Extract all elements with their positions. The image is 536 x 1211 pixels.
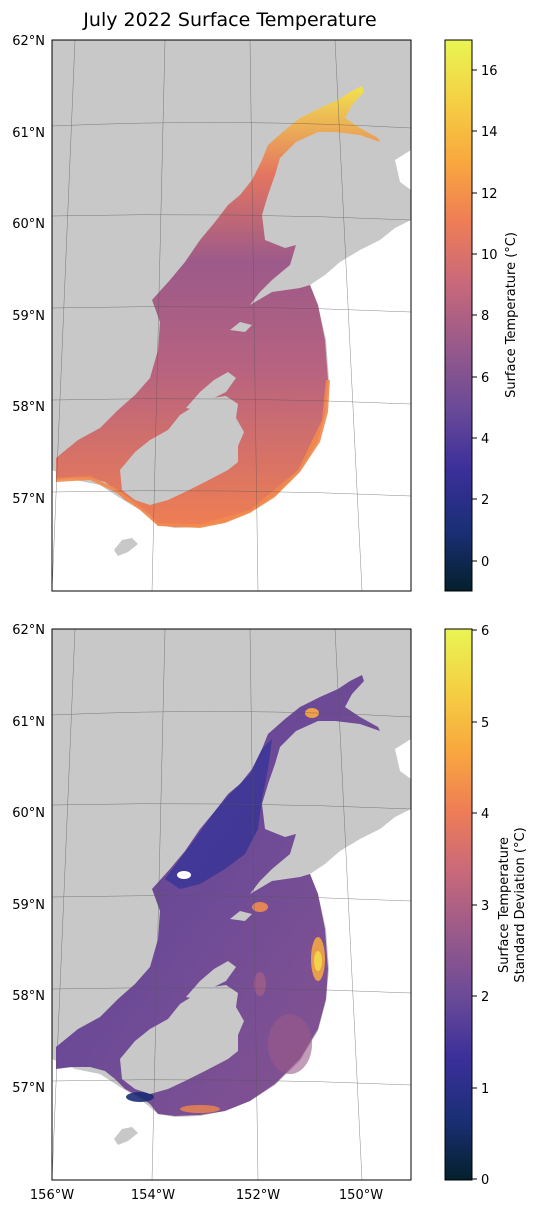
colorbar-tick: 8 [481,309,489,324]
temperature-colorbar: 16 14 12 10 8 6 4 2 0 Surface Temperatur… [444,39,519,592]
colorbar-tick: 5 [481,716,489,731]
colorbar-tick: 2 [481,990,489,1005]
lon-label: 150°W [339,1188,383,1203]
colorbar-tick: 0 [481,555,489,570]
high-stddev-spot [252,902,268,912]
colorbar-label: Surface Temperature (°C) [504,232,519,398]
colorbar-tick: 1 [481,1082,489,1097]
colorbar-tick: 0 [481,1173,489,1188]
ocean-area [52,220,411,591]
lat-label: 58°N [12,989,45,1004]
lat-label: 60°N [12,217,45,232]
colorbar-tick: 3 [481,899,489,914]
high-stddev-spot [314,951,322,971]
colorbar-gradient [444,628,473,1181]
colorbar-tick: 14 [481,125,498,140]
coast-fragment [395,150,411,190]
colorbar-tick: 6 [481,624,489,639]
high-stddev-spot [268,1014,312,1074]
colorbar-gradient [444,39,473,592]
lat-label: 60°N [12,806,45,821]
temperature-map-panel: 62°N 61°N 60°N 59°N 58°N 57°N 16 14 12 1… [12,34,519,592]
coast-fragment [395,739,411,779]
longitude-labels: 156°W 154°W 152°W 150°W [30,1188,383,1203]
low-stddev-spot [126,1092,154,1102]
colorbar-tick: 12 [481,187,498,202]
graticule [52,629,411,1180]
colorbar-tick: 2 [481,493,489,508]
colorbar-label-line: Surface Temperature [497,837,512,973]
lat-label: 61°N [12,126,45,141]
lat-label: 58°N [12,400,45,415]
ocean-area [52,809,411,1180]
lat-label: 62°N [12,623,45,638]
colorbar-label-line: Standard Deviation (°C) [513,827,528,982]
low-stddev-region [165,739,272,889]
colorbar-tick: 6 [481,371,489,386]
lat-label: 62°N [12,34,45,49]
high-stddev-spot [254,972,266,996]
lon-label: 156°W [30,1188,74,1203]
colorbar-tick: 4 [481,807,489,822]
lon-label: 152°W [236,1188,280,1203]
latitude-labels: 62°N 61°N 60°N 59°N 58°N 57°N [12,623,45,1096]
colorbar-tick: 16 [481,64,498,79]
lat-label: 59°N [12,309,45,324]
map-frame [51,628,412,1181]
stddev-colorbar: 6 5 4 3 2 1 0 Surface Temperature Standa… [444,624,528,1188]
graticule [52,40,411,591]
inland-patch [177,871,191,879]
lat-label: 57°N [12,492,45,507]
figure-title: July 2022 Surface Temperature [82,9,376,31]
lat-label: 57°N [12,1081,45,1096]
high-stddev-spot [180,1105,220,1113]
lat-label: 59°N [12,898,45,913]
stddev-map-panel: 62°N 61°N 60°N 59°N 58°N 57°N 156°W 154°… [12,623,528,1203]
lat-label: 61°N [12,715,45,730]
map-frame [51,39,412,592]
colorbar-tick: 10 [481,248,498,263]
latitude-labels: 62°N 61°N 60°N 59°N 58°N 57°N [12,34,45,507]
colorbar-tick: 4 [481,432,489,447]
lon-label: 154°W [131,1188,175,1203]
